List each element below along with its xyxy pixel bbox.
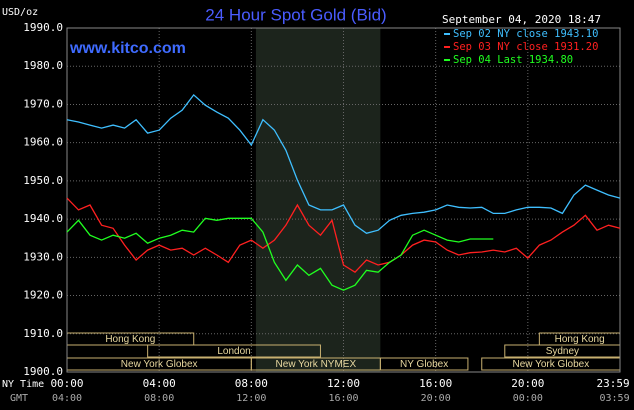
legend-label: Sep 04 Last 1934.80 (453, 54, 573, 66)
x2-tick-label: 03:59 (599, 393, 629, 404)
x2-tick-label: 04:00 (52, 393, 82, 404)
series-line (66, 217, 494, 291)
x-tick-label: 20:00 (511, 377, 544, 390)
legend-label: Sep 02 NY close 1943.10 (453, 28, 598, 40)
website: www.kitco.com (69, 40, 186, 57)
y-tick-label: 1950.0 (23, 174, 63, 187)
x2-tick-label: 16:00 (328, 393, 358, 404)
y-tick-label: 1960.0 (23, 136, 63, 149)
x2-tick-label: 12:00 (236, 393, 266, 404)
x-tick-label: 12:00 (327, 377, 360, 390)
x2-tick-label: 08:00 (144, 393, 174, 404)
y-tick-label: 1900.0 (23, 365, 63, 378)
y-unit: USD/oz (2, 7, 38, 18)
session-label: London (217, 346, 250, 357)
session-label: Hong Kong (555, 334, 605, 345)
session-label: NY Globex (400, 359, 448, 370)
session-label: Hong Kong (105, 334, 155, 345)
x2-tick-label: 00:00 (513, 393, 543, 404)
y-tick-label: 1930.0 (23, 250, 63, 263)
x2-label: GMT (10, 393, 28, 404)
series-line (66, 93, 621, 235)
x-tick-label: 23:59 (596, 377, 629, 390)
x2-tick-label: 20:00 (421, 393, 451, 404)
y-tick-label: 1920.0 (23, 289, 63, 302)
x-tick-label: 08:00 (235, 377, 268, 390)
session-label: New York NYMEX (276, 359, 357, 370)
session-label: New York Globex (513, 359, 590, 370)
session-label: Sydney (546, 346, 579, 357)
shaded-region (255, 28, 381, 372)
chart-title: 24 Hour Spot Gold (Bid) (205, 5, 386, 24)
session-box (147, 344, 321, 358)
y-tick-label: 1940.0 (23, 212, 63, 225)
x-tick-label: 16:00 (419, 377, 452, 390)
y-tick-label: 1970.0 (23, 97, 63, 110)
x-tick-label: 00:00 (50, 377, 83, 390)
x-tick-label: 04:00 (143, 377, 176, 390)
y-tick-label: 1910.0 (23, 327, 63, 340)
x-label: NY Time (2, 379, 44, 390)
series-line (66, 197, 621, 274)
session-label: New York Globex (121, 359, 198, 370)
session-box (379, 357, 469, 371)
timestamp: September 04, 2020 18:47 (442, 13, 601, 26)
y-tick-label: 1980.0 (23, 59, 63, 72)
legend-label: Sep 03 NY close 1931.20 (453, 41, 598, 53)
y-tick-label: 1990.0 (23, 21, 63, 34)
plot-frame (66, 27, 621, 373)
